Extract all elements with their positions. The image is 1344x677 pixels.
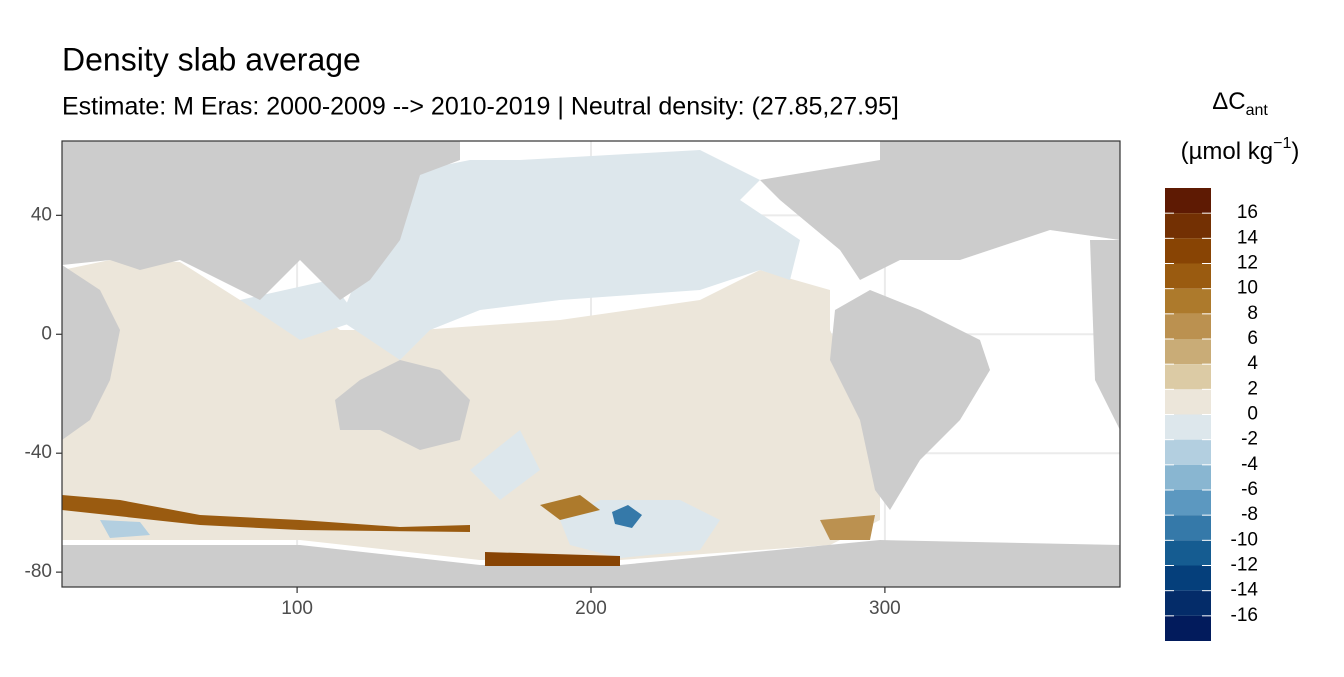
chart-subtitle: Estimate: M Eras: 2000-2009 --> 2010-201…: [62, 93, 899, 121]
ocean-field: [62, 260, 880, 560]
ocean-field: [540, 495, 600, 520]
legend-swatch: [1165, 439, 1211, 465]
ocean-field: [340, 150, 800, 360]
land: [1090, 240, 1120, 430]
legend-label: 10: [1237, 278, 1258, 299]
y-tick-label: -40: [25, 442, 52, 463]
y-tick-label: 0: [41, 323, 52, 344]
legend-unit-sup: −1: [1273, 135, 1291, 152]
legend-label: 0: [1247, 404, 1258, 425]
legend-label: 2: [1247, 378, 1258, 399]
y-tick-label: -80: [25, 561, 52, 582]
legend-swatch: [1165, 213, 1211, 239]
land: [760, 141, 1120, 280]
land: [830, 290, 990, 510]
ocean-field: [612, 505, 642, 528]
ocean-field: [100, 520, 150, 538]
legend-swatch: [1165, 188, 1211, 214]
legend-title-main: ΔC: [1212, 88, 1245, 115]
legend-label: 16: [1237, 202, 1258, 223]
y-tick-label: 40: [31, 204, 52, 225]
land: [62, 265, 120, 440]
legend-swatch: [1165, 339, 1211, 365]
legend-label: 6: [1247, 328, 1258, 349]
legend-label: 12: [1237, 253, 1258, 274]
legend-swatch: [1165, 615, 1211, 641]
legend-label: -2: [1241, 429, 1258, 450]
legend-swatch: [1165, 414, 1211, 440]
legend-swatch: [1165, 490, 1211, 516]
ocean-field: [62, 495, 470, 532]
ocean-field: [240, 280, 360, 340]
x-tick-label: 100: [281, 598, 313, 619]
map-panel: [61, 140, 1121, 588]
legend-label: 8: [1247, 303, 1258, 324]
legend-unit-text: (µmol kg: [1181, 138, 1274, 165]
legend-swatch: [1165, 389, 1211, 415]
x-tick-label: 200: [575, 598, 607, 619]
legend-swatch: [1165, 464, 1211, 490]
legend-label: 4: [1247, 353, 1258, 374]
legend-unit-close: ): [1291, 138, 1299, 165]
legend-label: 14: [1237, 227, 1259, 248]
legend-title: ΔCant: [1212, 88, 1268, 119]
ocean-field: [485, 552, 620, 566]
legend-swatch: [1165, 590, 1211, 616]
legend-swatch: [1165, 540, 1211, 566]
chart-title: Density slab average: [62, 41, 361, 77]
legend-title-sub: ant: [1246, 102, 1269, 119]
legend-swatch: [1165, 565, 1211, 591]
legend: ΔCant (µmol kg−1) 16 14 12 10 8 6 4 2 0 -2 -4 -6 -8 -…: [1165, 88, 1299, 641]
land: [62, 141, 460, 300]
legend-label: -10: [1231, 529, 1258, 550]
legend-swatch: [1165, 313, 1211, 339]
legend-swatch: [1165, 238, 1211, 264]
legend-label: -8: [1241, 504, 1258, 525]
legend-swatch: [1165, 515, 1211, 541]
x-tick-label: 300: [869, 598, 901, 619]
ocean-field: [560, 500, 720, 558]
legend-label: -6: [1241, 479, 1258, 500]
ocean-field: [820, 515, 875, 540]
legend-label: -16: [1231, 605, 1258, 626]
legend-swatch: [1165, 364, 1211, 390]
legend-label: -4: [1241, 454, 1258, 475]
legend-label: -12: [1231, 555, 1258, 576]
land: [335, 360, 470, 450]
land: [62, 540, 1120, 587]
legend-unit: (µmol kg−1): [1181, 135, 1300, 165]
legend-swatch: [1165, 263, 1211, 289]
legend-label: -14: [1231, 580, 1259, 601]
ocean-field: [470, 430, 540, 500]
legend-swatch: [1165, 288, 1211, 314]
